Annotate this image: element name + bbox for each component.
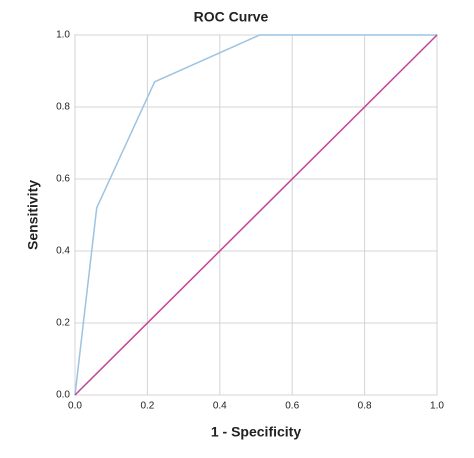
series-line xyxy=(74,34,438,396)
y-tick-label: 0.6 xyxy=(56,174,70,185)
x-tick-label: 0.4 xyxy=(213,401,227,412)
series-line xyxy=(74,34,437,396)
x-tick-label: 1.0 xyxy=(430,401,444,412)
y-tick-label: 1.0 xyxy=(56,30,70,41)
y-tick-label: 0.8 xyxy=(56,102,70,113)
x-tick-label: 0.2 xyxy=(140,401,154,412)
y-tick-label: 0.2 xyxy=(56,318,70,329)
x-tick-label: 0.8 xyxy=(358,401,372,412)
y-tick-label: 0.4 xyxy=(56,246,70,257)
x-tick-label: 0.0 xyxy=(68,401,82,412)
x-tick-label: 0.6 xyxy=(285,401,299,412)
y-tick-label: 0.0 xyxy=(56,390,70,401)
x-axis-label: 1 - Specificity xyxy=(211,424,301,440)
y-axis-label: Sensitivity xyxy=(25,180,41,250)
chart-title: ROC Curve xyxy=(194,9,269,25)
